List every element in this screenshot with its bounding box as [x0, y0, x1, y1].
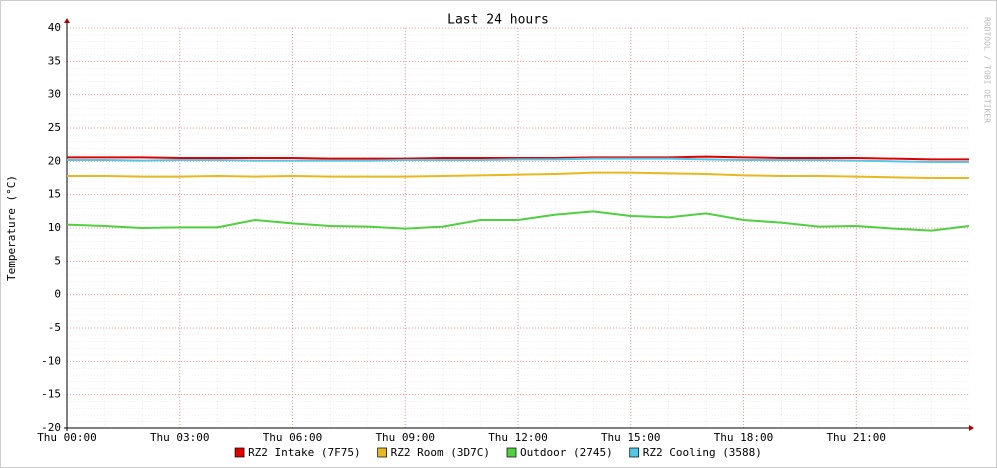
- watermark: RRDTOOL / TOBI OETIKER: [983, 17, 992, 123]
- x-tick-label: Thu 00:00: [37, 431, 97, 444]
- legend-label: RZ2 Cooling (3588): [643, 446, 762, 459]
- y-tick-label: -20: [41, 421, 61, 434]
- y-tick-label: -5: [48, 321, 61, 334]
- x-tick-label: Thu 03:00: [150, 431, 210, 444]
- legend-label: RZ2 Room (3D7C): [391, 446, 490, 459]
- x-tick-label: Thu 09:00: [375, 431, 435, 444]
- series-line: [67, 171, 969, 179]
- y-tick-label: 15: [48, 188, 61, 201]
- legend-swatch: [377, 447, 388, 458]
- legend-swatch: [234, 447, 245, 458]
- y-tick-label: 20: [48, 154, 61, 167]
- y-tick-label: -10: [41, 354, 61, 367]
- y-tick-label: -15: [41, 388, 61, 401]
- x-tick-label: Thu 18:00: [714, 431, 774, 444]
- x-axis-arrow: [969, 425, 974, 431]
- series-line: [67, 157, 969, 163]
- y-tick-label: 35: [48, 54, 61, 67]
- legend-label: Outdoor (2745): [520, 446, 613, 459]
- x-tick-label: Thu 21:00: [826, 431, 886, 444]
- series-line: [67, 155, 969, 161]
- series-line: [66, 210, 970, 232]
- x-tick-label: Thu 12:00: [488, 431, 548, 444]
- legend-label: RZ2 Intake (7F75): [248, 446, 361, 459]
- y-tick-label: 0: [54, 288, 61, 301]
- x-tick-label: Thu 06:00: [263, 431, 323, 444]
- y-tick-label: 10: [48, 221, 61, 234]
- y-tick-label: 40: [48, 21, 61, 34]
- legend: RZ2 Intake (7F75) RZ2 Room (3D7C) Outdoor …: [234, 446, 762, 459]
- y-tick-label: 5: [54, 254, 61, 267]
- x-tick-label: Thu 15:00: [601, 431, 661, 444]
- y-axis-label: Temperature (°C): [5, 175, 18, 281]
- legend-swatch: [506, 447, 517, 458]
- y-tick-label: 30: [48, 88, 61, 101]
- chart-title: Last 24 hours: [447, 13, 549, 28]
- legend-swatch: [629, 447, 640, 458]
- y-axis-arrow: [64, 18, 70, 23]
- y-tick-label: 25: [48, 121, 61, 134]
